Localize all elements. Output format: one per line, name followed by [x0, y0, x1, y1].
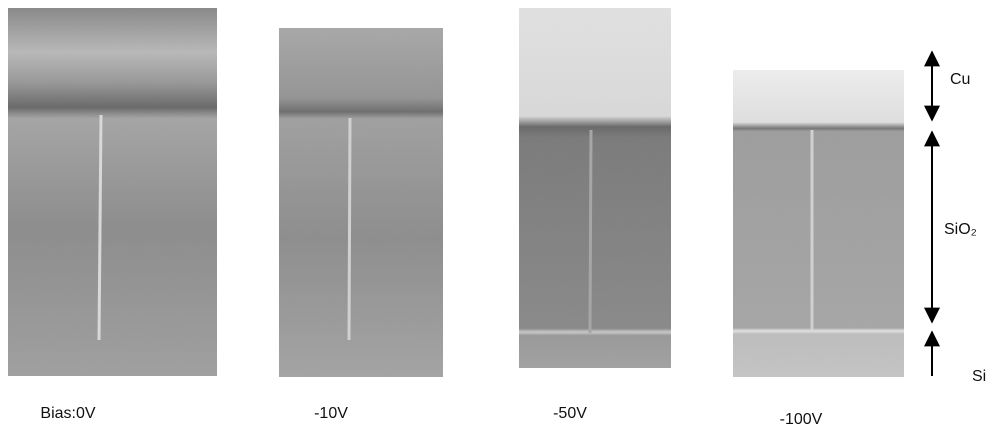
figure: Cu SiO₂ Si Bias:0V -10V -50V -100V — [0, 0, 993, 430]
sem-image — [519, 8, 671, 368]
panel-label: -50V — [553, 405, 587, 422]
sem-image — [8, 8, 217, 376]
panel-label: -10V — [314, 405, 348, 422]
layer-label: SiO₂ — [944, 221, 977, 238]
layer-label: Si — [972, 368, 986, 385]
panel-label: Bias:0V — [40, 405, 95, 422]
layer-label: Cu — [950, 71, 970, 88]
panel-label: -100V — [780, 411, 823, 428]
sem-image — [733, 70, 904, 377]
sem-image — [279, 28, 443, 377]
